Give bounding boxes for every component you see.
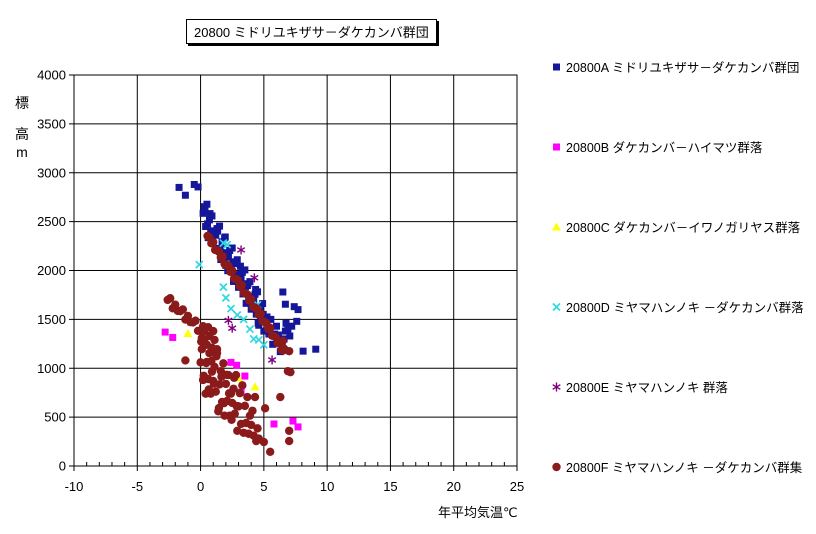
legend-item-20800E: 20800E ミヤマハンノキ 群落 bbox=[550, 378, 728, 395]
series-20800E bbox=[224, 245, 277, 365]
legend-label: 20800F ミヤマハンノキ －ダケカンバ群集 bbox=[566, 460, 803, 475]
legend-item-20800A: 20800A ミドリユキザサ－ダケカンバ群団 bbox=[550, 58, 800, 75]
svg-text:3500: 3500 bbox=[37, 116, 66, 131]
legend-item-20800B: 20800B ダケカンバ－ハイマツ群落 bbox=[550, 138, 763, 155]
svg-text:10: 10 bbox=[320, 479, 334, 494]
legend-item-20800C: 20800C ダケカンバ－イワノガリヤス群落 bbox=[550, 218, 801, 235]
chart-title: 20800 ミドリユキザサ－ダケカンバ群団 bbox=[186, 19, 437, 44]
svg-text:20: 20 bbox=[446, 479, 460, 494]
legend-label: 20800E ミヤマハンノキ 群落 bbox=[566, 380, 728, 395]
series-20800D bbox=[195, 239, 268, 349]
svg-text:25: 25 bbox=[510, 479, 524, 494]
legend-square-icon bbox=[550, 140, 563, 153]
legend-circle-icon bbox=[550, 460, 563, 473]
svg-text:5: 5 bbox=[260, 479, 267, 494]
x-axis-title: 年平均気温℃ bbox=[438, 505, 518, 520]
svg-text:3000: 3000 bbox=[37, 165, 66, 180]
legend-item-20800F: 20800F ミヤマハンノキ －ダケカンバ群集 bbox=[550, 458, 803, 475]
svg-text:500: 500 bbox=[44, 410, 66, 425]
legend-label: 20800C ダケカンバ－イワノガリヤス群落 bbox=[566, 220, 801, 235]
legend-x-marker-icon bbox=[550, 300, 563, 313]
svg-text:-10: -10 bbox=[65, 479, 84, 494]
legend-triangle-icon bbox=[550, 220, 563, 233]
y-axis-title: 標 高 m bbox=[12, 94, 32, 161]
svg-text:0: 0 bbox=[197, 479, 204, 494]
legend-label: 20800A ミドリユキザサ－ダケカンバ群団 bbox=[566, 60, 800, 75]
series-20800F bbox=[163, 231, 295, 457]
legend-label: 20800B ダケカンバ－ハイマツ群落 bbox=[566, 140, 763, 155]
legend-asterisk-icon bbox=[550, 380, 563, 393]
svg-text:2500: 2500 bbox=[37, 214, 66, 229]
svg-text:1000: 1000 bbox=[37, 361, 66, 376]
y-axis-title-char: m bbox=[16, 144, 28, 160]
svg-text:2000: 2000 bbox=[37, 263, 66, 278]
legend-square-icon bbox=[550, 60, 563, 73]
svg-text:1500: 1500 bbox=[37, 312, 66, 327]
svg-text:15: 15 bbox=[383, 479, 397, 494]
y-axis-title-char: 高 bbox=[15, 126, 29, 142]
svg-text:-5: -5 bbox=[132, 479, 144, 494]
legend-item-20800D: 20800D ミヤマハンノキ －ダケカンバ群落 bbox=[550, 298, 804, 315]
svg-text:0: 0 bbox=[59, 459, 66, 474]
legend-label: 20800D ミヤマハンノキ －ダケカンバ群落 bbox=[566, 300, 804, 315]
y-axis-title-char: 標 bbox=[15, 95, 29, 111]
svg-text:4000: 4000 bbox=[37, 68, 66, 83]
